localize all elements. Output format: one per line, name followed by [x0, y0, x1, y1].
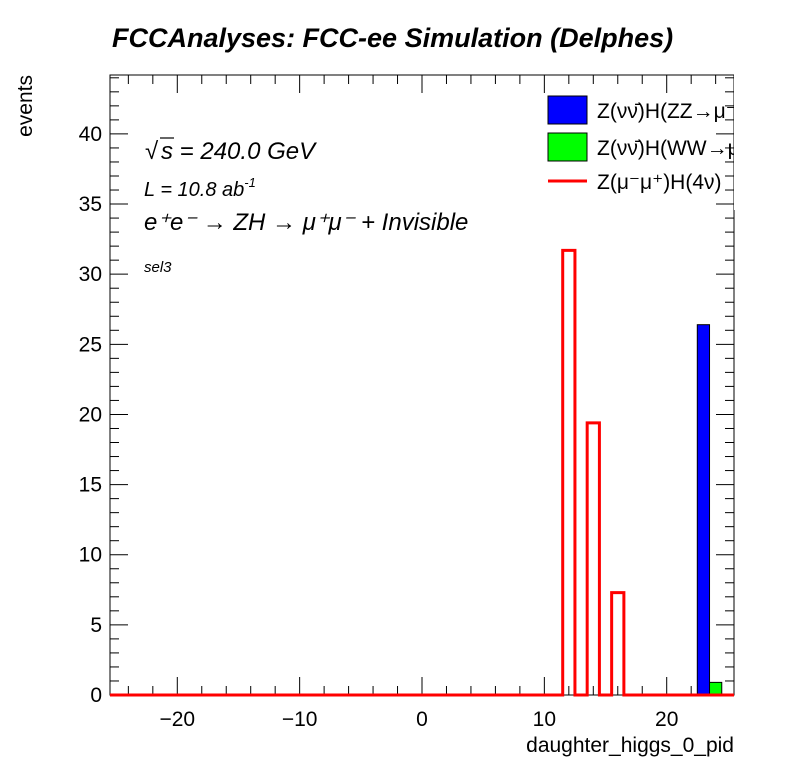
legend-label-1: Z(νν̄)H(ZZ→μ⁻μ⁺ν [597, 100, 771, 123]
legend-swatch-green [547, 132, 588, 162]
y-tick-label: 0 [90, 684, 102, 707]
y-axis-label: events [14, 75, 37, 137]
plot-frame [109, 74, 735, 696]
legend-label-2: Z(νν̄)H(WW→μ⁻ν̄μ [597, 137, 773, 160]
legend: Z(νν̄)H(ZZ→μ⁻μ⁺ν Z(νν̄)H(WW→μ⁻ν̄μ Z(μ⁻μ⁺… [547, 95, 773, 194]
process-label: e⁺e⁻ → ZH → μ⁺μ⁻ + Invisible [144, 209, 468, 236]
step-line-series-3 [110, 248, 734, 697]
chart-title: FCCAnalyses: FCC-ee Simulation (Delphes) [112, 23, 673, 53]
legend-swatch-blue [547, 95, 588, 125]
y-tick-label: 35 [79, 193, 102, 216]
x-tick-label: −10 [282, 708, 318, 731]
annotations: √ s = 240.0 GeV L = 10.8 ab-1 e⁺e⁻ → ZH … [144, 137, 468, 276]
y-tick-label: 30 [79, 263, 102, 286]
y-tick-label: 40 [79, 123, 102, 146]
legend-clip [734, 70, 796, 210]
x-tick-label: 0 [416, 708, 428, 731]
legend-label-3: Z(μ⁻μ⁺)H(4ν) [597, 171, 722, 194]
selection-label: sel3 [144, 259, 172, 276]
y-tick-label: 20 [79, 403, 102, 426]
y-axis-ticks: 0 5 10 15 20 25 30 35 40 [79, 77, 734, 707]
y-tick-label: 25 [79, 333, 102, 356]
bar-series-2 [709, 681, 723, 696]
x-axis-label: daughter_higgs_0_pid [526, 734, 734, 757]
x-tick-label: −20 [159, 708, 195, 731]
luminosity-label: L = 10.8 ab-1 [144, 175, 256, 201]
y-tick-label: 15 [79, 474, 102, 497]
energy-label: s = 240.0 GeV [161, 138, 317, 165]
y-tick-label: 10 [79, 544, 102, 567]
x-tick-label: 10 [533, 708, 556, 731]
sqrt-symbol: √ [145, 138, 159, 165]
histogram-bars [110, 248, 734, 697]
bar-series-1 [696, 324, 711, 696]
x-tick-label: 20 [655, 708, 678, 731]
y-tick-label: 5 [90, 614, 102, 637]
